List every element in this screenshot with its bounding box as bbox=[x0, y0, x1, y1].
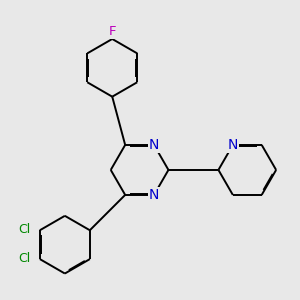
Text: N: N bbox=[228, 138, 238, 152]
Text: N: N bbox=[149, 138, 159, 152]
Text: F: F bbox=[109, 25, 116, 38]
Text: Cl: Cl bbox=[18, 252, 30, 265]
Text: N: N bbox=[149, 188, 159, 202]
Text: Cl: Cl bbox=[18, 223, 30, 236]
